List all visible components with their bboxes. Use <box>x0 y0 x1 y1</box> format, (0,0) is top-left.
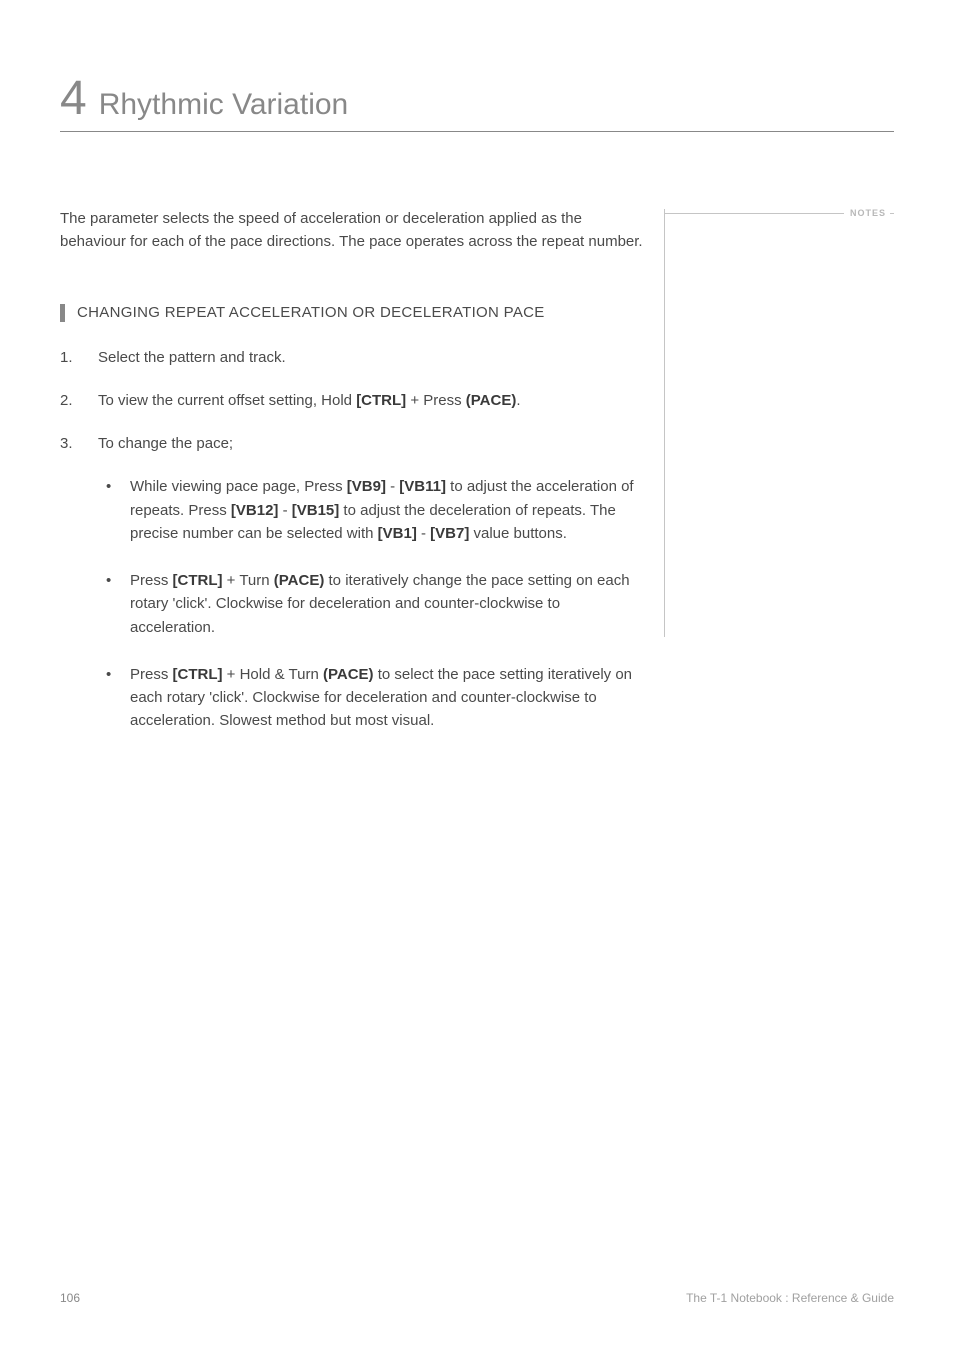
list-item: To view the current offset setting, Hold… <box>60 389 644 412</box>
key-reference: [CTRL] <box>356 392 406 409</box>
page-container: 4 Rhythmic Variation The parameter selec… <box>0 0 954 1350</box>
list-item-text: To change the pace; <box>98 435 233 452</box>
bullet-text-part: - <box>278 502 291 519</box>
notes-border-left <box>664 209 665 637</box>
key-reference: [VB1] <box>378 525 417 542</box>
bullet-text-part: + Hold & Turn <box>223 666 323 683</box>
chapter-title: Rhythmic Variation <box>99 90 349 120</box>
section-heading: CHANGING REPEAT ACCELERATION OR DECELERA… <box>60 304 644 322</box>
bullet-text-part: + Turn <box>223 572 274 589</box>
main-content: The parameter selects the speed of accel… <box>60 207 644 757</box>
bullet-list: While viewing pace page, Press [VB9] - [… <box>98 475 644 732</box>
bullet-item: Press [CTRL] + Hold & Turn (PACE) to sel… <box>98 663 644 733</box>
bullet-item: Press [CTRL] + Turn (PACE) to iterativel… <box>98 569 644 639</box>
content-wrapper: The parameter selects the speed of accel… <box>60 207 894 757</box>
notes-column: NOTES <box>664 207 894 757</box>
bullet-text-part: While viewing pace page, Press <box>130 478 347 495</box>
key-reference: [VB12] <box>231 502 279 519</box>
footer-text: The T-1 Notebook : Reference & Guide <box>686 1291 894 1305</box>
list-item: To change the pace; While viewing pace p… <box>60 432 644 733</box>
bullet-text-part: - <box>386 478 399 495</box>
bullet-item: While viewing pace page, Press [VB9] - [… <box>98 475 644 545</box>
list-item-text-part: + Press <box>406 392 466 409</box>
section-marker-icon <box>60 304 65 322</box>
list-item: Select the pattern and track. <box>60 346 644 369</box>
notes-label-line: NOTES <box>664 208 894 218</box>
list-item-text-part: . <box>516 392 520 409</box>
key-reference: [VB15] <box>292 502 340 519</box>
page-footer: 106 The T-1 Notebook : Reference & Guide <box>60 1291 894 1305</box>
intro-paragraph: The parameter selects the speed of accel… <box>60 207 644 254</box>
bullet-text-part: Press <box>130 666 173 683</box>
key-reference: [CTRL] <box>173 666 223 683</box>
key-reference: (PACE) <box>323 666 374 683</box>
key-reference: [CTRL] <box>173 572 223 589</box>
key-reference: [VB7] <box>430 525 469 542</box>
bullet-text-part: value buttons. <box>469 525 567 542</box>
chapter-header: 4 Rhythmic Variation <box>60 75 894 132</box>
key-reference: (PACE) <box>466 392 517 409</box>
list-item-text-part: To view the current offset setting, Hold <box>98 392 356 409</box>
notes-label: NOTES <box>846 208 890 218</box>
key-reference: (PACE) <box>274 572 325 589</box>
list-item-text: Select the pattern and track. <box>98 349 286 366</box>
key-reference: [VB11] <box>399 478 446 495</box>
page-number: 106 <box>60 1291 80 1305</box>
chapter-number: 4 <box>60 75 87 123</box>
section-heading-text: CHANGING REPEAT ACCELERATION OR DECELERA… <box>77 304 545 321</box>
key-reference: [VB9] <box>347 478 386 495</box>
numbered-list: Select the pattern and track. To view th… <box>60 346 644 733</box>
bullet-text-part: - <box>417 525 430 542</box>
bullet-text-part: Press <box>130 572 173 589</box>
